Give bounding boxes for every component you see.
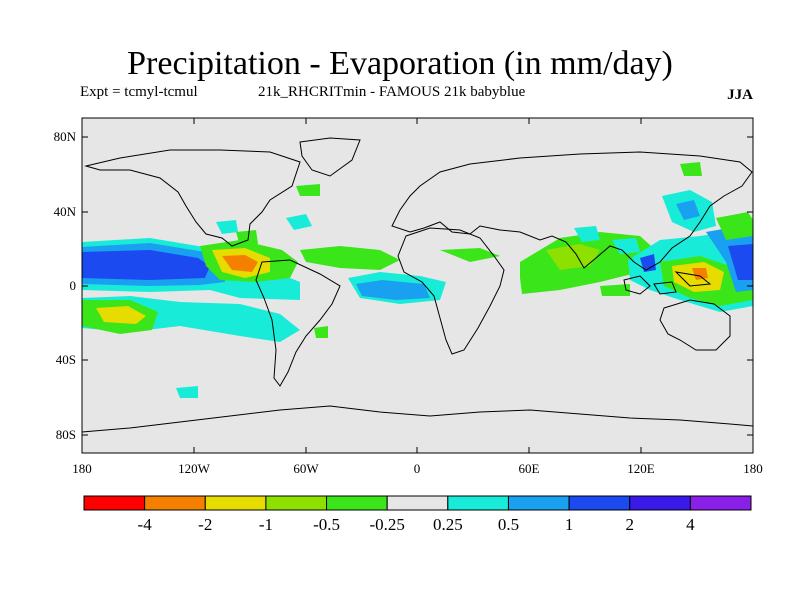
colorbar-swatch [568,495,631,511]
south-indian-green-region [600,284,630,296]
philippines-blue-region [640,254,656,272]
central-america-orange-region [222,255,258,272]
caribbean-cyan-region [216,220,238,234]
north-pacific-green-region [716,212,753,240]
atlantic-blue-region [356,280,430,300]
north-america-coastline [84,149,301,247]
colorbar-swatch [507,495,570,511]
colorbar-swatch [689,495,752,511]
japan-blue-region [676,200,700,220]
colorbar-label: -1 [259,515,273,534]
south-america-coastline [255,259,341,387]
lon-tick-label: 60E [519,461,540,476]
coastlines [82,137,753,433]
colorbar-label: -0.25 [369,515,404,534]
africa-coastline [397,227,505,355]
arabian-sea-cyan-region [574,226,600,242]
colorbar-label: 1 [565,515,574,534]
lon-tick-label: 0 [414,461,421,476]
lon-tick-label: 180 [72,461,92,476]
colorbar-swatch [265,495,328,511]
antarctica-coastline [82,405,753,433]
colorbar-swatch [83,495,146,511]
colorbar-label: -2 [198,515,212,534]
west-pacific-dark-blue-region [728,244,753,280]
lon-tick-label: 180 [743,461,763,476]
east-asia-green-region [680,162,702,176]
colorbar-swatch [144,495,206,511]
greenland-coastline [299,137,361,177]
longitude-axis: 180 120W 60W 0 60E 120E 180 [72,118,763,476]
lat-tick-label: 80N [54,129,77,144]
bay-cyan-region [612,238,640,254]
lat-tick-label: 80S [56,427,76,442]
season-label: JJA [727,87,753,103]
east-pacific-blue-region [82,250,210,280]
south-atlantic-cyan-region [176,386,198,398]
colorbar-label: 0.5 [498,515,519,534]
maritime-continent-coastline [623,271,712,295]
west-pacific-orange-region [692,268,708,280]
colorbar-swatch [386,495,449,511]
colorbar-swatch [447,495,509,511]
south-pacific-yellow-region [96,306,146,324]
lat-tick-label: 0 [70,278,77,293]
colorbar-label: 2 [625,515,634,534]
west-africa-green-region [300,246,400,270]
latitude-axis: 80N 40N 0 40S 80S [54,129,753,442]
lon-tick-label: 120W [178,461,211,476]
guinea-green-region [440,248,500,262]
colorbar-labels: -4 -2 -1 -0.5 -0.25 0.25 0.5 1 2 4 [138,515,696,534]
colorbar: -4 -2 -1 -0.5 -0.25 0.25 0.5 1 2 4 [83,495,752,534]
north-atlantic-cyan-region [286,214,312,230]
north-atlantic-green-region [296,184,320,196]
experiment-label: Expt = tcmyl-tcmul [80,84,198,100]
colorbar-label: -0.5 [313,515,340,534]
lat-tick-label: 40N [54,204,77,219]
india-yellow-region [546,244,600,270]
lat-tick-label: 40S [56,352,76,367]
colorbar-swatch [629,495,691,511]
lon-tick-label: 120E [627,461,655,476]
colorbar-label: -4 [138,515,153,534]
colorbar-label: 0.25 [433,515,463,534]
experiment-description: 21k_RHCRITmin - FAMOUS 21k babyblue [258,84,526,100]
anomaly-field [82,162,753,398]
south-america-green-region [314,326,328,338]
colorbar-swatch [326,495,388,511]
colorbar-label: 4 [686,515,695,534]
colorbar-swatches [83,495,752,511]
plot-title: Precipitation - Evaporation (in mm/day) [127,45,673,82]
colorbar-swatch [204,495,267,511]
lon-tick-label: 60W [293,461,319,476]
eurasia-coastline [391,151,753,271]
australia-coastline [659,299,731,351]
